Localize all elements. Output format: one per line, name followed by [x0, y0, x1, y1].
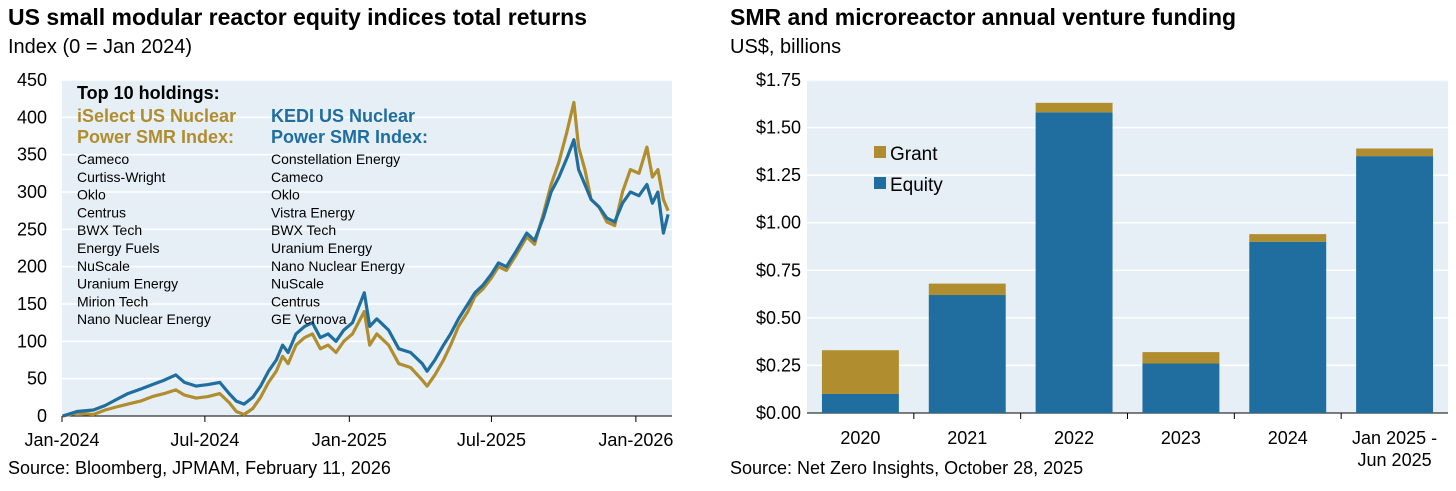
x-tick-label: 2022: [1054, 428, 1094, 448]
legend-swatch-grant: [874, 146, 886, 158]
bar-chart-svg: $0.00 $0.25 $0.50 $0.75 $1.00 $1.25 $1.50 $1.75…: [756, 70, 1448, 470]
y-tick-label: 0: [37, 406, 47, 426]
y-tick-label: $1.25: [756, 165, 801, 185]
holding-item: Energy Fuels: [77, 240, 159, 256]
holding-item: GE Vernova: [271, 311, 347, 327]
x-tick-label: 2021: [947, 428, 987, 448]
line-chart-panel: US small modular reactor equity indices …: [0, 0, 700, 491]
y-tick-label: 400: [17, 107, 47, 127]
bar-equity: [928, 295, 1006, 413]
holdings-series-name: Power SMR Index:: [271, 127, 428, 147]
bar-equity: [1249, 241, 1327, 413]
bar-chart-panel: SMR and microreactor annual venture fund…: [722, 0, 1456, 491]
holding-item: NuScale: [271, 276, 324, 292]
y-tick-label: 200: [17, 257, 47, 277]
holding-item: Constellation Energy: [271, 151, 400, 167]
y-tick-label: $1.75: [756, 70, 801, 90]
y-tick-label: 250: [17, 219, 47, 239]
y-tick-label: $1.00: [756, 213, 801, 233]
holdings-series-name: iSelect US Nuclear: [77, 106, 236, 126]
plot-area: [62, 80, 672, 416]
legend-swatch-equity: [874, 177, 886, 189]
y-tick-label: $0.50: [756, 308, 801, 328]
legend-label-grant: Grant: [890, 144, 938, 165]
plot-area: [807, 80, 1448, 413]
x-tick-label: Jan-2026: [598, 430, 673, 450]
holding-item: NuScale: [77, 258, 130, 274]
holding-item: Centrus: [271, 293, 320, 309]
bar-grant: [928, 283, 1006, 296]
holding-item: Oklo: [271, 187, 300, 203]
holdings-series-name: KEDI US Nuclear: [271, 106, 415, 126]
bar-grant: [1035, 102, 1113, 113]
line-chart-svg: 0 50 100 150 200 250 300 350 400 450 Jan-2024 Jul-2…: [17, 70, 673, 450]
bar-chart-source: Source: Net Zero Insights, October 28, 2…: [730, 458, 1084, 478]
bar-grant: [821, 350, 899, 394]
holding-item: BWX Tech: [271, 222, 336, 238]
y-tick-label: $1.50: [756, 118, 801, 138]
bar-equity: [821, 393, 899, 413]
y-tick-label: 300: [17, 182, 47, 202]
holding-item: Centrus: [77, 204, 126, 220]
bar-equity: [1356, 156, 1434, 413]
bar-grant: [1142, 352, 1220, 364]
holding-item: Mirion Tech: [77, 293, 148, 309]
holdings-series-name: Power SMR Index:: [77, 127, 234, 147]
x-tick-label: Jan-2025: [312, 430, 387, 450]
series-line-kedi: [62, 138, 670, 418]
bar-chart-subtitle: US$, billions: [730, 36, 842, 58]
x-tick-label: 2023: [1161, 428, 1201, 448]
y-tick-label: $0.75: [756, 260, 801, 280]
holding-item: Oklo: [77, 187, 106, 203]
bar-equity: [1142, 363, 1220, 413]
bar-grant: [1356, 148, 1434, 157]
holding-item: Cameco: [271, 169, 323, 185]
x-tick-label: Jan 2025 -: [1352, 428, 1437, 448]
y-tick-label: 50: [27, 369, 47, 389]
bar-chart-title: SMR and microreactor annual venture fund…: [730, 4, 1237, 30]
holding-item: Uranium Energy: [271, 240, 372, 256]
line-chart-subtitle: Index (0 = Jan 2024): [8, 36, 193, 58]
holdings-heading: Top 10 holdings:: [77, 83, 220, 103]
x-tick-label: Jan-2024: [24, 430, 99, 450]
holding-item: Nano Nuclear Energy: [271, 258, 405, 274]
y-tick-label: 450: [17, 70, 47, 90]
bar-equity: [1035, 112, 1113, 413]
x-tick-label: Jun 2025: [1358, 450, 1432, 470]
holding-item: BWX Tech: [77, 222, 142, 238]
holding-item: Vistra Energy: [271, 204, 355, 220]
line-chart-source: Source: Bloomberg, JPMAM, February 11, 2…: [8, 458, 391, 478]
y-tick-label: 350: [17, 145, 47, 165]
holding-item: Uranium Energy: [77, 276, 178, 292]
y-tick-label: 150: [17, 294, 47, 314]
series-line-iselect: [62, 100, 670, 418]
y-tick-label: $0.25: [756, 355, 801, 375]
legend-label-equity: Equity: [890, 175, 943, 196]
y-tick-label: 100: [17, 331, 47, 351]
x-tick-label: 2020: [840, 428, 880, 448]
holding-item: Curtiss-Wright: [77, 169, 166, 185]
line-chart-title: US small modular reactor equity indices …: [8, 4, 587, 30]
x-tick-label: Jul-2024: [170, 430, 239, 450]
y-tick-label: $0.00: [756, 403, 801, 423]
holding-item: Nano Nuclear Energy: [77, 311, 211, 327]
holding-item: Cameco: [77, 151, 129, 167]
x-tick-label: 2024: [1268, 428, 1308, 448]
x-tick-label: Jul-2025: [457, 430, 526, 450]
bar-grant: [1249, 234, 1327, 242]
